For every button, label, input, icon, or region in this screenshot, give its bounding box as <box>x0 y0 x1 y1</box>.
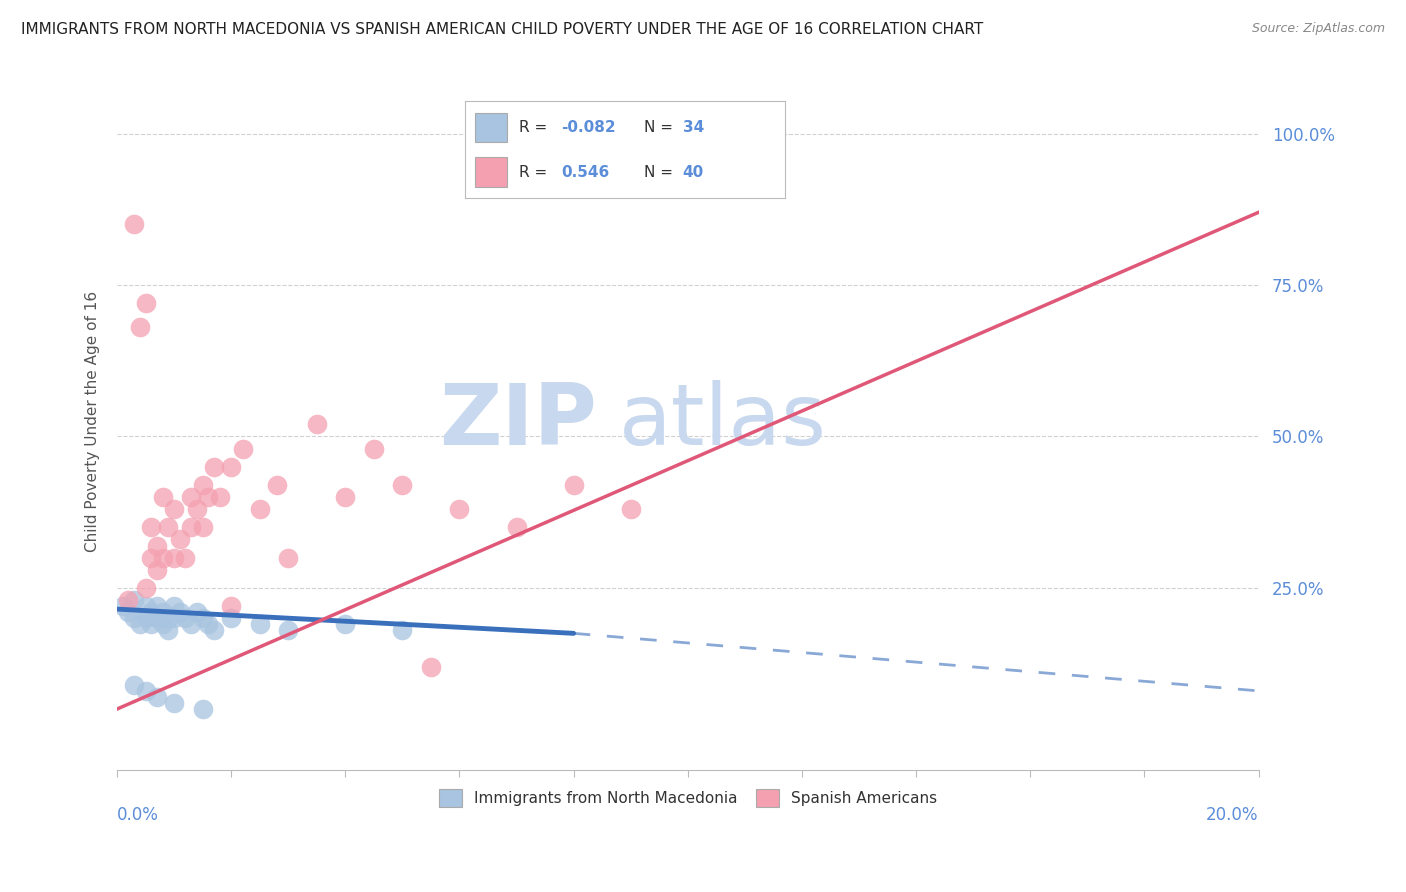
Point <box>180 490 202 504</box>
Point <box>219 599 242 613</box>
Point <box>620 114 643 128</box>
Point <box>152 490 174 504</box>
Point <box>141 520 163 534</box>
Point <box>277 624 299 638</box>
Point <box>562 478 585 492</box>
Point <box>186 502 208 516</box>
Point <box>191 478 214 492</box>
Point <box>122 593 145 607</box>
Point <box>191 611 214 625</box>
Point <box>232 442 254 456</box>
Point <box>335 490 357 504</box>
Point <box>169 605 191 619</box>
Text: IMMIGRANTS FROM NORTH MACEDONIA VS SPANISH AMERICAN CHILD POVERTY UNDER THE AGE : IMMIGRANTS FROM NORTH MACEDONIA VS SPANI… <box>21 22 983 37</box>
Point <box>174 611 197 625</box>
Point <box>146 599 169 613</box>
Point <box>197 617 219 632</box>
Point <box>146 690 169 704</box>
Text: 20.0%: 20.0% <box>1206 806 1258 824</box>
Point <box>163 611 186 625</box>
Point <box>122 218 145 232</box>
Point <box>191 702 214 716</box>
Y-axis label: Child Poverty Under the Age of 16: Child Poverty Under the Age of 16 <box>86 291 100 552</box>
Point <box>180 520 202 534</box>
Point <box>152 605 174 619</box>
Point <box>202 624 225 638</box>
Point <box>197 490 219 504</box>
Point <box>163 550 186 565</box>
Point <box>152 617 174 632</box>
Point <box>191 520 214 534</box>
Point <box>122 678 145 692</box>
Point <box>157 624 180 638</box>
Point <box>157 520 180 534</box>
Point <box>202 459 225 474</box>
Point <box>449 502 471 516</box>
Point <box>277 550 299 565</box>
Point <box>305 417 328 432</box>
Point <box>180 617 202 632</box>
Point <box>141 605 163 619</box>
Point <box>219 459 242 474</box>
Point <box>219 611 242 625</box>
Point <box>128 320 150 334</box>
Point <box>174 550 197 565</box>
Text: atlas: atlas <box>619 380 827 463</box>
Point <box>122 611 145 625</box>
Point <box>117 593 139 607</box>
Point <box>157 611 180 625</box>
Text: Source: ZipAtlas.com: Source: ZipAtlas.com <box>1251 22 1385 36</box>
Point <box>419 659 441 673</box>
Point <box>249 502 271 516</box>
Point <box>134 684 156 698</box>
Point <box>163 696 186 710</box>
Legend: Immigrants from North Macedonia, Spanish Americans: Immigrants from North Macedonia, Spanish… <box>432 781 945 814</box>
Point <box>335 617 357 632</box>
Point <box>163 599 186 613</box>
Point <box>152 550 174 565</box>
Point <box>163 502 186 516</box>
Point <box>505 520 527 534</box>
Point <box>146 539 169 553</box>
Point <box>186 605 208 619</box>
Point <box>134 611 156 625</box>
Point <box>134 599 156 613</box>
Point <box>134 296 156 310</box>
Point <box>141 617 163 632</box>
Text: 0.0%: 0.0% <box>117 806 159 824</box>
Point <box>391 478 413 492</box>
Point <box>391 624 413 638</box>
Text: ZIP: ZIP <box>439 380 596 463</box>
Point <box>266 478 288 492</box>
Point <box>146 611 169 625</box>
Point <box>169 533 191 547</box>
Point <box>141 550 163 565</box>
Point <box>249 617 271 632</box>
Point <box>134 581 156 595</box>
Point <box>111 599 134 613</box>
Point <box>117 605 139 619</box>
Point <box>128 617 150 632</box>
Point <box>208 490 231 504</box>
Point <box>363 442 385 456</box>
Point <box>146 563 169 577</box>
Point <box>620 502 643 516</box>
